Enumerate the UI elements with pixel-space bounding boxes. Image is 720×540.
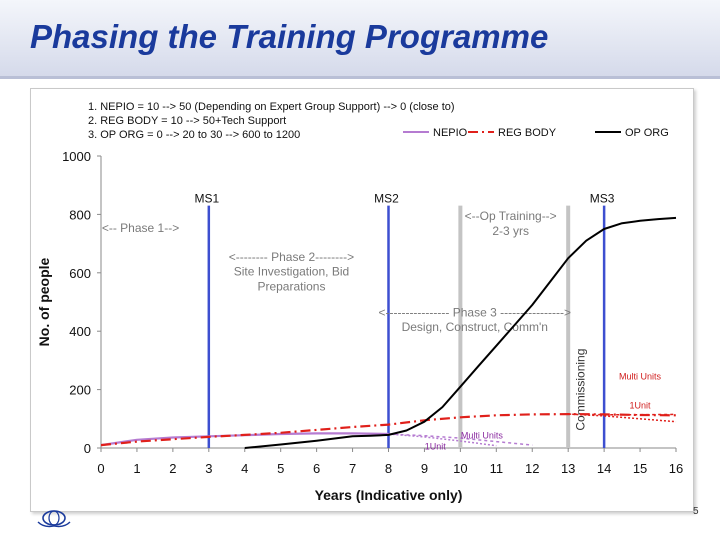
unit-label-u1_red: 1Unit	[630, 401, 652, 411]
x-tick-label-11: 11	[490, 461, 504, 476]
phasing-chart: 1. NEPIO = 10 --> 50 (Depending on Exper…	[36, 101, 683, 503]
line-nepio-multi-units	[388, 433, 533, 446]
note-3: 3. OP ORG = 0 --> 20 to 30 --> 600 to 12…	[88, 129, 300, 141]
annotation-phase3b: Design, Construct, Comm'n	[402, 320, 548, 334]
x-axis-title: Years (Indicative only)	[315, 487, 463, 503]
x-tick-label-10: 10	[453, 461, 467, 476]
chart-frame: 1. NEPIO = 10 --> 50 (Depending on Exper…	[30, 88, 694, 512]
x-tick-label-16: 16	[669, 461, 683, 476]
x-tick-label-14: 14	[597, 461, 611, 476]
x-tick-label-3: 3	[205, 461, 212, 476]
slide-title: Phasing the Training Programme	[30, 18, 549, 55]
note-1: 1. NEPIO = 10 --> 50 (Depending on Exper…	[88, 101, 455, 113]
y-tick-label-400: 400	[69, 324, 91, 339]
x-tick-label-1: 1	[133, 461, 140, 476]
series-line-reg-body	[100, 413, 677, 447]
x-tick-label-15: 15	[633, 461, 647, 476]
y-tick-label-1000: 1000	[62, 149, 91, 164]
milestone-label-ms3: MS3	[590, 192, 615, 206]
commissioning-label: Commissioning	[573, 349, 587, 431]
legend-label-reg-body: REG BODY	[498, 127, 557, 139]
y-axis-title: No. of people	[36, 257, 52, 346]
x-tick-label-4: 4	[241, 461, 248, 476]
annotation-phase1: <-- Phase 1-->	[102, 221, 179, 235]
annotation-phase3a: <---------------- Phase 3 --------------…	[378, 306, 571, 320]
x-tick-label-6: 6	[313, 461, 320, 476]
unit-label-u1_purple: 1Unit	[425, 441, 447, 451]
annotation-phase2a: <-------- Phase 2-------->	[229, 250, 354, 264]
x-tick-label-2: 2	[169, 461, 176, 476]
x-tick-label-12: 12	[525, 461, 539, 476]
annotation-optr2: 2-3 yrs	[492, 224, 529, 238]
x-tick-label-5: 5	[277, 461, 284, 476]
y-tick-label-0: 0	[84, 441, 91, 456]
legend-label-nepio: NEPIO	[433, 127, 468, 139]
x-tick-label-8: 8	[385, 461, 392, 476]
y-tick-label-200: 200	[69, 383, 91, 398]
y-tick-label-800: 800	[69, 207, 91, 222]
x-tick-label-7: 7	[349, 461, 356, 476]
organization-logo-icon	[37, 510, 71, 528]
series-line-op-org	[244, 216, 677, 449]
annotation-phase2b: Site Investigation, Bid	[234, 265, 349, 279]
milestone-label-ms2: MS2	[374, 192, 399, 206]
x-tick-label-9: 9	[421, 461, 428, 476]
annotation-phase2c: Preparations	[257, 279, 325, 293]
x-tick-label-0: 0	[97, 461, 104, 476]
header-divider	[0, 76, 720, 79]
legend-label-op-org: OP ORG	[625, 127, 669, 139]
unit-label-mu_purple: Multi Units	[461, 431, 504, 441]
y-tick-label-600: 600	[69, 266, 91, 281]
slide-header	[0, 0, 720, 78]
x-tick-label-13: 13	[561, 461, 575, 476]
milestone-label-ms1: MS1	[194, 192, 219, 206]
page-number: 5	[693, 506, 699, 517]
note-2: 2. REG BODY = 10 --> 50+Tech Support	[88, 115, 286, 127]
annotation-optr1: <--Op Training-->	[465, 209, 557, 223]
unit-label-mu_red: Multi Units	[619, 371, 662, 381]
